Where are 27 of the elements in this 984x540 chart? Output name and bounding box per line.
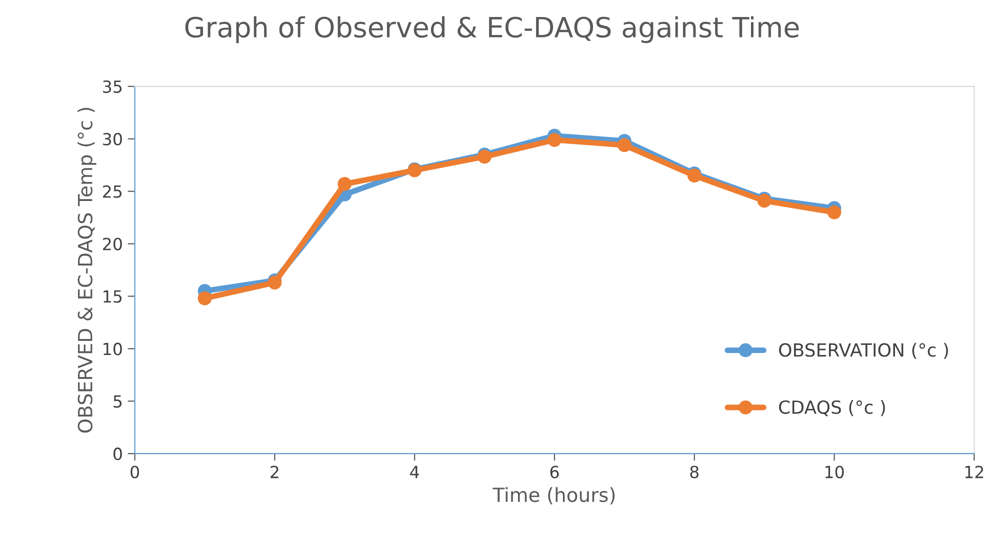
- point: [268, 276, 282, 290]
- y-tick-label: 25: [103, 185, 122, 198]
- x-tick-label: 2: [270, 466, 278, 478]
- point: [198, 291, 212, 306]
- y-tick-label: 35: [103, 80, 122, 93]
- x-tick-label: 0: [130, 466, 140, 478]
- y-tick-label: 10: [104, 342, 122, 356]
- x-tick-label: 6: [550, 466, 559, 478]
- y-tick-label: 20: [103, 238, 122, 250]
- y-tick-label: 5: [114, 395, 122, 408]
- y-tick-label: 0: [113, 448, 122, 460]
- point: [827, 205, 842, 220]
- legend-label: OBSERVATION (°c ): [779, 342, 948, 359]
- legend-label: CDAQS (°c ): [779, 400, 885, 416]
- y-tick-label: 15: [104, 290, 122, 303]
- x-tick-label: 8: [690, 466, 699, 478]
- point: [617, 138, 632, 152]
- x-tick-label: 12: [965, 466, 984, 478]
- y-axis-title: OBSERVED & EC-DAQS Temp (°c ): [77, 108, 96, 433]
- point: [687, 168, 702, 183]
- x-tick-label: 10: [825, 466, 844, 478]
- y-tick-label: 30: [103, 132, 122, 146]
- chart-title: Graph of Observed & EC-DAQS against Time: [185, 16, 799, 44]
- x-tick-label: 4: [410, 466, 419, 478]
- point: [548, 132, 562, 147]
- x-axis-title: Time (hours): [492, 487, 615, 504]
- point: [338, 177, 352, 191]
